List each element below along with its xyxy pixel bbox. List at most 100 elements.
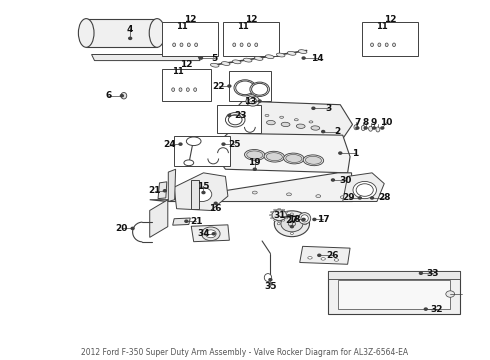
Ellipse shape: [210, 63, 219, 67]
Ellipse shape: [221, 62, 230, 66]
Circle shape: [419, 272, 422, 274]
Ellipse shape: [273, 220, 276, 221]
Text: 7: 7: [354, 118, 361, 127]
Ellipse shape: [296, 124, 305, 129]
Polygon shape: [328, 271, 460, 279]
Circle shape: [302, 219, 305, 221]
Circle shape: [253, 168, 256, 170]
Ellipse shape: [245, 149, 265, 160]
Ellipse shape: [252, 191, 257, 194]
Bar: [217, 105, 261, 134]
Ellipse shape: [392, 43, 395, 46]
Ellipse shape: [180, 43, 183, 46]
Circle shape: [121, 95, 123, 97]
Ellipse shape: [446, 291, 455, 297]
Text: 12: 12: [245, 15, 257, 24]
Circle shape: [228, 85, 231, 87]
Ellipse shape: [285, 211, 288, 213]
Ellipse shape: [361, 126, 365, 131]
Text: 11: 11: [237, 22, 248, 31]
Ellipse shape: [274, 211, 310, 237]
Circle shape: [131, 227, 134, 229]
Ellipse shape: [251, 84, 268, 95]
Text: 32: 32: [430, 305, 443, 314]
Text: 1: 1: [352, 149, 358, 158]
Text: 17: 17: [317, 215, 329, 224]
Text: 21: 21: [148, 186, 161, 195]
Text: 24: 24: [164, 140, 176, 149]
Ellipse shape: [265, 114, 269, 117]
Text: 15: 15: [197, 182, 210, 191]
Ellipse shape: [232, 60, 241, 64]
Ellipse shape: [186, 88, 189, 91]
Text: 20: 20: [116, 224, 128, 233]
Ellipse shape: [284, 153, 304, 164]
Polygon shape: [168, 169, 175, 202]
Bar: [162, 69, 211, 101]
Ellipse shape: [301, 215, 308, 222]
Circle shape: [199, 57, 202, 59]
Circle shape: [381, 127, 384, 129]
Circle shape: [356, 127, 359, 129]
Circle shape: [358, 197, 361, 199]
Ellipse shape: [321, 258, 325, 260]
Ellipse shape: [378, 43, 381, 46]
Ellipse shape: [278, 208, 281, 210]
Ellipse shape: [276, 53, 285, 57]
Ellipse shape: [201, 227, 220, 240]
Text: 9: 9: [371, 118, 377, 127]
Ellipse shape: [184, 188, 189, 190]
Circle shape: [179, 143, 182, 145]
Text: 11: 11: [175, 22, 187, 31]
Text: 12: 12: [180, 60, 193, 69]
Ellipse shape: [121, 93, 127, 99]
Ellipse shape: [316, 195, 321, 198]
Ellipse shape: [240, 43, 243, 46]
Ellipse shape: [298, 50, 307, 54]
Ellipse shape: [291, 232, 294, 234]
Bar: [229, 71, 271, 101]
Ellipse shape: [254, 57, 263, 60]
Ellipse shape: [288, 221, 295, 226]
Ellipse shape: [172, 43, 175, 46]
Circle shape: [163, 190, 166, 192]
Ellipse shape: [228, 115, 242, 125]
Ellipse shape: [195, 43, 197, 46]
Ellipse shape: [303, 155, 324, 166]
Ellipse shape: [278, 221, 281, 222]
Text: 14: 14: [311, 54, 323, 63]
Text: 26: 26: [327, 251, 339, 260]
Ellipse shape: [186, 137, 201, 145]
Polygon shape: [328, 271, 460, 315]
Ellipse shape: [270, 211, 273, 213]
Ellipse shape: [287, 193, 292, 196]
Ellipse shape: [308, 257, 312, 259]
Text: 4: 4: [127, 25, 133, 34]
Text: 8: 8: [363, 118, 369, 127]
Text: 34: 34: [197, 229, 210, 238]
Polygon shape: [191, 180, 198, 210]
Ellipse shape: [192, 187, 212, 202]
Ellipse shape: [282, 220, 285, 221]
Ellipse shape: [272, 210, 287, 221]
Ellipse shape: [370, 43, 373, 46]
Ellipse shape: [234, 80, 256, 96]
Circle shape: [288, 215, 291, 217]
Ellipse shape: [286, 215, 289, 216]
Ellipse shape: [244, 58, 252, 62]
Ellipse shape: [282, 209, 285, 211]
Ellipse shape: [286, 154, 302, 162]
Text: 31: 31: [273, 211, 286, 220]
Text: 27: 27: [286, 216, 298, 225]
Circle shape: [185, 220, 188, 222]
Circle shape: [129, 37, 132, 40]
Text: 12: 12: [384, 15, 396, 24]
Polygon shape: [300, 246, 350, 264]
Circle shape: [214, 202, 217, 204]
Ellipse shape: [247, 151, 263, 159]
Ellipse shape: [385, 43, 388, 46]
Ellipse shape: [172, 88, 174, 91]
Circle shape: [370, 197, 373, 199]
Ellipse shape: [218, 189, 223, 192]
Ellipse shape: [225, 113, 245, 127]
